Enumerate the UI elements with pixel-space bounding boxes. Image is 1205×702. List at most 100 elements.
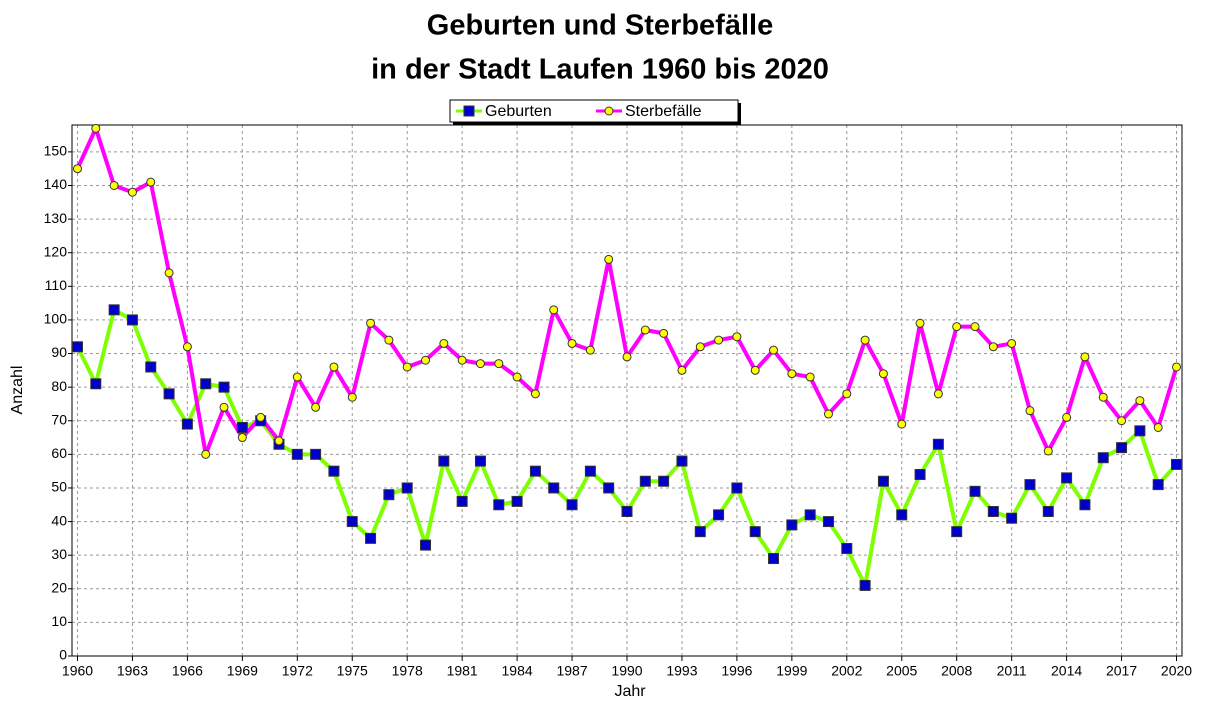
point: [182, 342, 192, 352]
point: [145, 361, 157, 373]
point: [311, 402, 321, 412]
point: [91, 123, 101, 133]
point: [291, 448, 303, 460]
point: [365, 532, 377, 544]
point: [421, 355, 431, 365]
point: [640, 325, 650, 335]
y-tick-label: 120: [44, 243, 68, 259]
point: [310, 448, 322, 460]
point: [604, 254, 614, 264]
point: [932, 438, 944, 450]
y-tick-label: 20: [51, 579, 67, 595]
point: [474, 455, 486, 467]
x-tick-label: 1990: [611, 663, 642, 679]
point: [566, 499, 578, 511]
point: [970, 322, 980, 332]
point: [859, 579, 871, 591]
point: [439, 338, 449, 348]
point: [493, 499, 505, 511]
y-tick-label: 140: [44, 176, 68, 192]
point: [126, 314, 138, 326]
point: [109, 180, 119, 190]
y-tick-label: 10: [51, 613, 67, 629]
y-tick-label: 110: [45, 277, 68, 293]
x-tick-label: 1999: [776, 663, 807, 679]
point: [1152, 479, 1164, 491]
point: [677, 365, 687, 375]
point: [366, 318, 376, 328]
y-tick-label: 0: [59, 647, 67, 663]
point: [969, 485, 981, 497]
point: [603, 482, 615, 494]
point: [988, 342, 998, 352]
point: [749, 526, 761, 538]
point: [457, 355, 467, 365]
x-tick-label: 2005: [886, 663, 917, 679]
point: [841, 542, 853, 554]
x-tick-label: 1984: [502, 663, 533, 679]
x-tick-label: 2017: [1106, 663, 1137, 679]
legend-label: Sterbefälle: [625, 103, 702, 120]
point: [1098, 392, 1108, 402]
point: [1097, 452, 1109, 464]
point: [1024, 479, 1036, 491]
point: [1061, 472, 1073, 484]
y-tick-label: 30: [51, 546, 67, 562]
point: [768, 553, 780, 565]
point: [585, 345, 595, 355]
y-axis-label: Anzahl: [9, 366, 26, 415]
point: [494, 359, 504, 369]
point: [127, 187, 137, 197]
chart-title: in der Stadt Laufen 1960 bis 2020: [371, 54, 829, 86]
point: [1042, 505, 1054, 517]
point: [1117, 416, 1127, 426]
x-tick-label: 1960: [62, 663, 93, 679]
point: [584, 465, 596, 477]
point: [1043, 446, 1053, 456]
point: [108, 304, 120, 316]
point: [163, 388, 175, 400]
point: [475, 359, 485, 369]
x-axis-label: Jahr: [614, 683, 646, 700]
point: [951, 526, 963, 538]
point: [1079, 499, 1091, 511]
x-tick-label: 1969: [227, 663, 258, 679]
point: [530, 389, 540, 399]
x-tick-label: 1975: [337, 663, 368, 679]
point: [512, 372, 522, 382]
point: [878, 369, 888, 379]
point: [511, 495, 523, 507]
point: [676, 455, 688, 467]
y-tick-label: 60: [51, 445, 67, 461]
point: [567, 338, 577, 348]
point: [384, 335, 394, 345]
point: [218, 381, 230, 393]
point: [713, 509, 725, 521]
y-tick-label: 40: [51, 512, 67, 528]
x-tick-label: 2014: [1051, 663, 1082, 679]
x-tick-label: 2002: [831, 663, 862, 679]
y-tick-label: 130: [44, 210, 68, 226]
point: [621, 505, 633, 517]
point: [256, 412, 266, 422]
point: [639, 475, 651, 487]
point: [877, 475, 889, 487]
point: [659, 328, 669, 338]
point: [219, 402, 229, 412]
x-tick-label: 1978: [392, 663, 423, 679]
point: [987, 505, 999, 517]
point: [329, 362, 339, 372]
point: [1062, 412, 1072, 422]
point: [274, 436, 284, 446]
point: [420, 539, 432, 551]
point: [164, 268, 174, 278]
point: [383, 489, 395, 501]
point: [1171, 458, 1183, 470]
point: [328, 465, 340, 477]
point: [915, 318, 925, 328]
x-tick-label: 1987: [556, 663, 587, 679]
legend-marker: [463, 105, 475, 117]
y-tick-label: 90: [51, 344, 67, 360]
legend-marker: [604, 106, 614, 116]
point: [292, 372, 302, 382]
